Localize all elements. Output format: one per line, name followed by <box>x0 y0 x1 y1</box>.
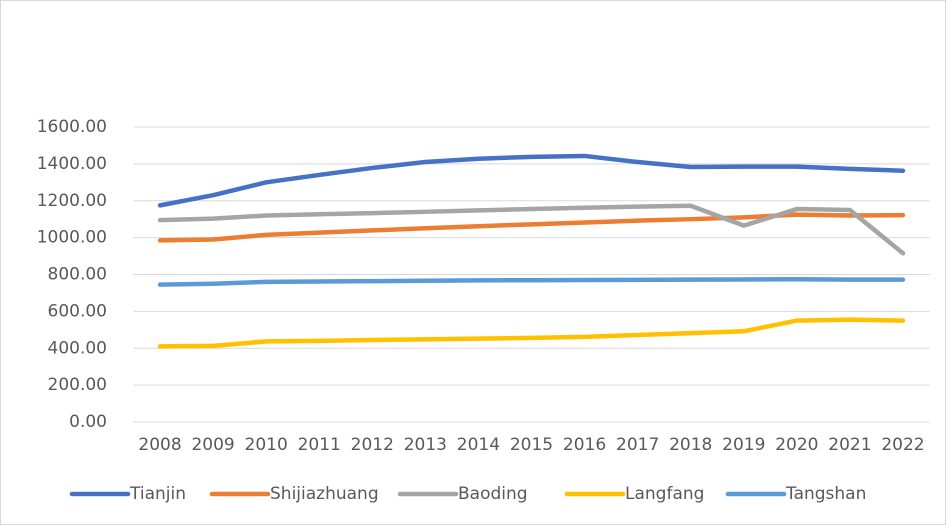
y-tick-label: 800.00 <box>48 265 107 285</box>
legend-label: Tangshan <box>785 484 866 504</box>
x-tick-label: 2008 <box>138 435 181 455</box>
series-line <box>157 317 906 349</box>
x-tick-label: 2019 <box>722 435 765 455</box>
x-tick-label: 2014 <box>457 435 500 455</box>
y-tick-label: 1000.00 <box>37 228 107 248</box>
x-tick-label: 2016 <box>563 435 606 455</box>
x-tick-label: 2020 <box>775 435 818 455</box>
x-tick-label: 2010 <box>245 435 288 455</box>
y-tick-label: 1400.00 <box>37 154 107 174</box>
x-tick-label: 2021 <box>828 435 871 455</box>
legend-label: Tianjin <box>129 484 186 504</box>
y-tick-label: 200.00 <box>48 375 107 395</box>
series-line <box>157 153 906 208</box>
x-tick-label: 2018 <box>669 435 712 455</box>
series-line <box>157 203 906 256</box>
series-line <box>157 277 906 287</box>
x-tick-label: 2011 <box>298 435 341 455</box>
legend-label: Baoding <box>458 484 528 504</box>
x-tick-label: 2015 <box>510 435 553 455</box>
x-tick-label: 2022 <box>881 435 924 455</box>
x-tick-label: 2009 <box>191 435 234 455</box>
legend-label: Langfang <box>625 484 704 504</box>
x-tick-label: 2012 <box>351 435 394 455</box>
x-tick-label: 2013 <box>404 435 447 455</box>
legend-label: Shijiazhuang <box>270 484 379 504</box>
y-tick-label: 600.00 <box>48 301 107 321</box>
y-tick-label: 400.00 <box>48 338 107 358</box>
y-tick-label: 1600.00 <box>37 117 107 137</box>
y-tick-label: 1200.00 <box>37 191 107 211</box>
x-tick-label: 2017 <box>616 435 659 455</box>
y-tick-label: 0.00 <box>69 412 107 432</box>
